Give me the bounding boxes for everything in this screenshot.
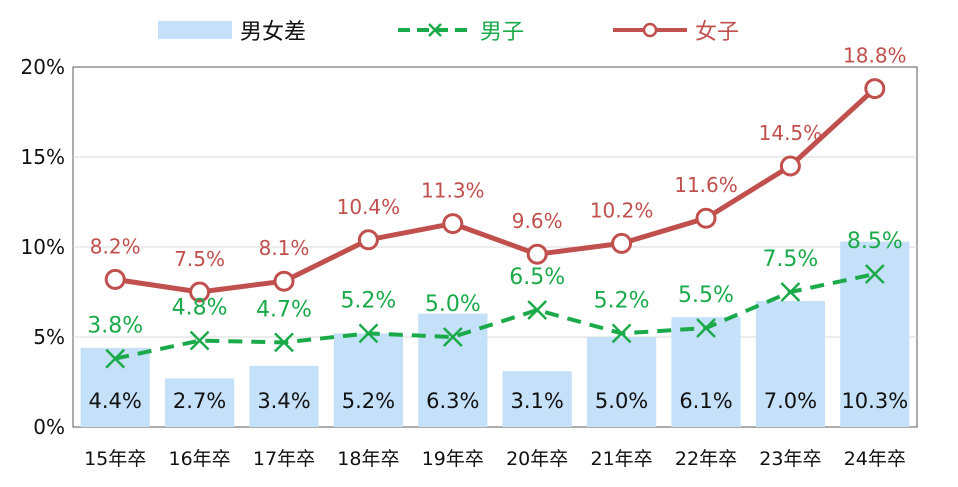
legend: 男女差 男子 女子 [0,14,958,46]
x-tick-label: 16年卒 [169,448,231,470]
male-line [114,272,876,361]
female-point [779,155,801,177]
male-point [780,282,801,302]
female-value-label: 8.2% [90,234,141,258]
male-point [105,348,126,369]
legend-item-male: 男子 [398,14,524,46]
male-point [189,330,210,351]
male-point [442,327,463,347]
y-tick-label: 15% [21,145,65,169]
x-tick-label: 22年卒 [675,448,737,470]
female-value-label: 9.6% [512,209,563,233]
diff-bar [586,337,657,427]
female-point [695,207,717,229]
x-tick-label: 15年卒 [84,448,146,470]
x-tick-label: 20年卒 [506,448,568,470]
male-value-label: 3.8% [87,314,143,339]
female-value-label: 11.3% [421,179,485,203]
legend-swatch-female [613,22,687,38]
diff-bar-label: 3.1% [511,389,564,413]
y-tick-label: 20% [21,55,65,79]
legend-item-female: 女子 [613,14,739,46]
male-value-label: 5.2% [340,288,396,313]
legend-label-diff: 男女差 [240,20,307,45]
female-point [526,243,548,265]
male-value-label: 8.5% [847,229,903,254]
diff-bar-label: 7.0% [764,389,817,413]
diff-bar [755,301,826,427]
female-value-label: 8.1% [259,236,310,260]
male-value-label: 4.8% [172,296,228,321]
diff-bar-label: 2.7% [173,389,226,413]
diff-bar-label: 4.4% [89,389,142,413]
male-value-label: 5.5% [678,283,734,308]
male-point [358,323,379,344]
male-point [864,264,885,284]
diff-bar-label: 10.3% [841,389,908,413]
x-tick-label: 23年卒 [759,448,821,470]
diff-bar [164,378,235,427]
diff-bar-label: 5.0% [595,389,648,413]
female-value-label: 10.4% [337,195,401,219]
legend-label-male: 男子 [480,20,525,45]
male-value-label: 4.7% [256,297,312,322]
diff-bar [333,333,404,427]
female-point [442,213,464,235]
female-value-label: 11.6% [674,173,738,197]
legend-swatch-diff [158,21,232,39]
male-value-label: 5.0% [425,292,481,317]
female-value-label: 10.2% [590,198,654,222]
diff-bar-label: 6.3% [426,389,479,413]
male-value-label: 7.5% [762,247,818,272]
legend-item-diff: 男女差 [158,14,306,46]
female-value-label: 7.5% [174,247,225,271]
diff-bar-label: 6.1% [679,389,732,413]
legend-label-female: 女子 [695,20,740,45]
male-point [611,323,632,344]
male-value-label: 6.5% [509,265,565,290]
diff-bar [502,371,572,427]
legend-swatch-male [398,23,472,37]
x-tick-label: 24年卒 [844,448,906,470]
female-point [189,281,211,303]
female-point [357,229,379,251]
male-point [696,318,716,338]
diff-bar [671,317,741,427]
y-tick-label: 10% [21,235,65,259]
male-value-label: 5.2% [594,288,650,313]
male-point [274,332,294,353]
y-tick-label: 5% [33,325,65,349]
male-point [527,300,548,320]
diff-bar [418,313,488,427]
female-point [611,232,633,254]
x-tick-label: 21年卒 [591,448,653,470]
x-tick-label: 19年卒 [422,448,484,470]
x-tick-label: 17年卒 [253,448,315,470]
female-point [864,78,886,100]
female-point [104,268,126,290]
female-line [114,86,877,295]
diff-bar [80,347,150,427]
female-value-label: 18.8% [843,44,907,68]
female-value-label: 14.5% [759,121,823,145]
diff-bar [249,365,319,427]
diff-bar-label: 5.2% [342,389,395,413]
female-point [273,270,295,292]
diff-bar-label: 3.4% [257,389,310,413]
x-tick-label: 18年卒 [337,448,399,470]
y-tick-label: 0% [33,415,65,439]
